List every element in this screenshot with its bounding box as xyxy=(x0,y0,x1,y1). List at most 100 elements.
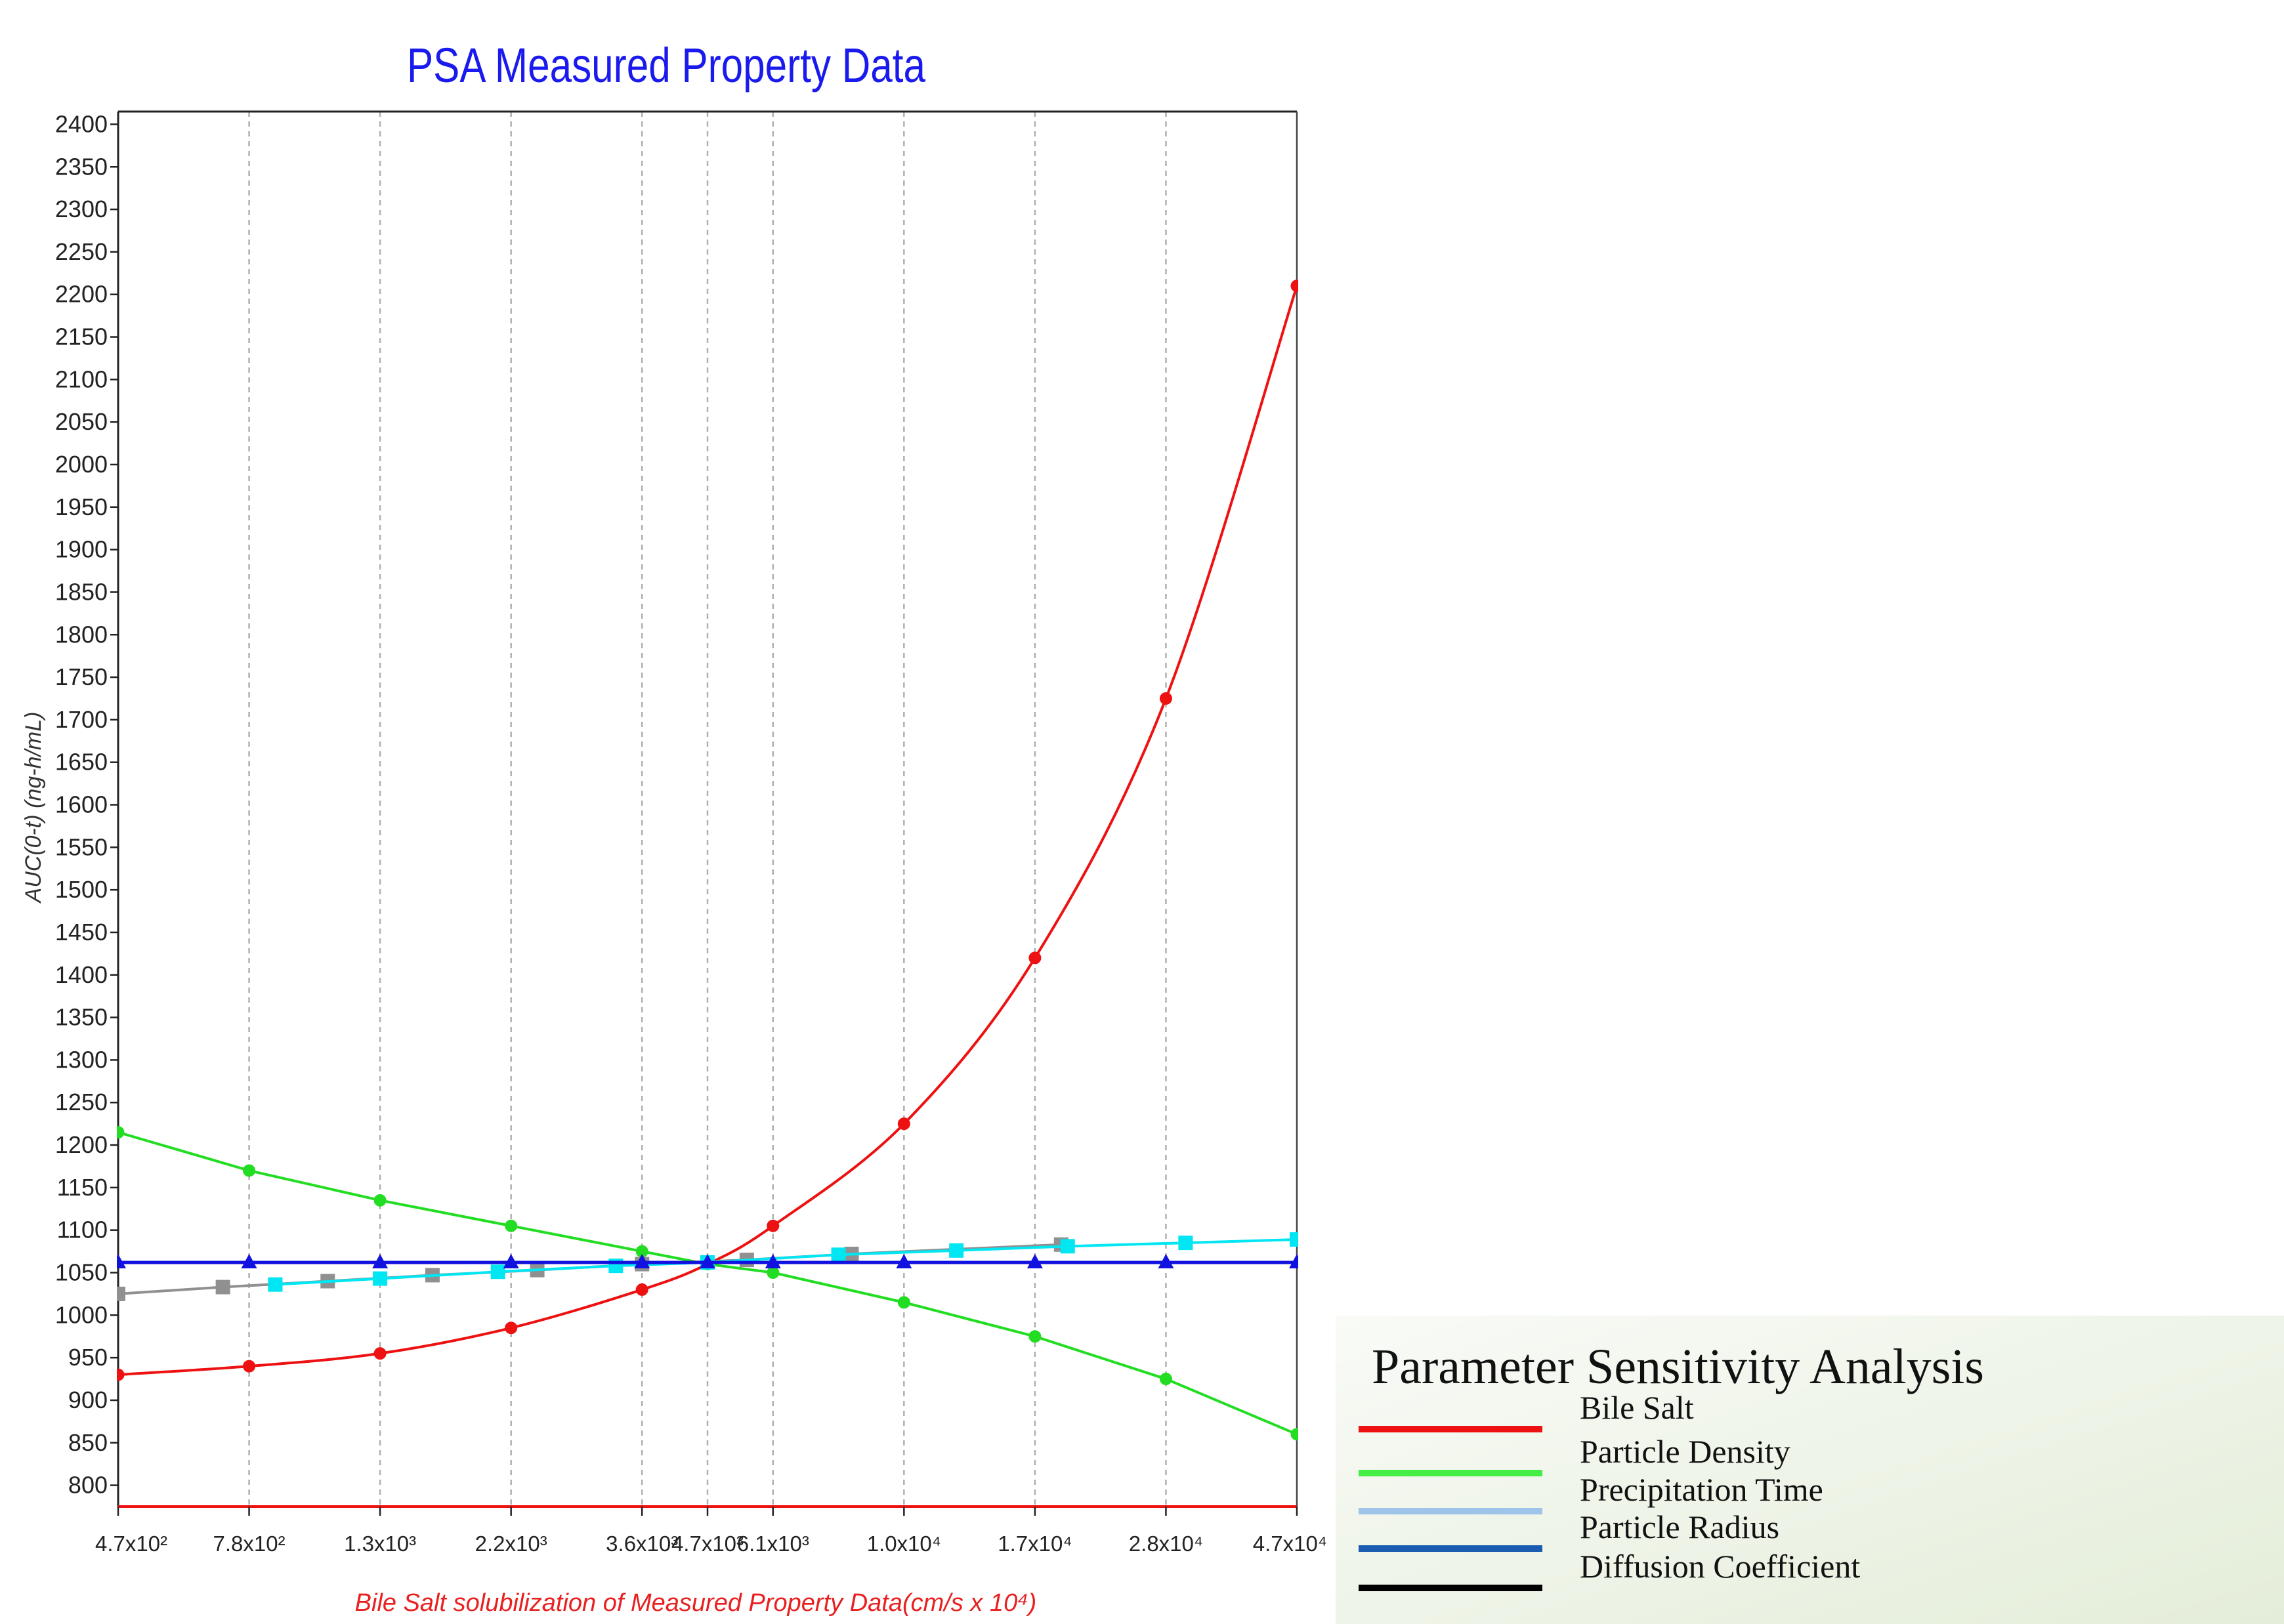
y-tick-label: 1700 xyxy=(55,706,108,733)
y-tick-label: 2400 xyxy=(55,110,108,137)
y-tick-label: 2150 xyxy=(55,323,108,350)
legend-label-bile-salt: Bile Salt xyxy=(1580,1389,1694,1426)
y-tick-label: 2350 xyxy=(55,153,108,180)
data-point-bile-salt xyxy=(635,1283,648,1296)
legend-label-diffusion-coefficient: Diffusion Coefficient xyxy=(1580,1548,1860,1585)
x-tick-label: 1.0x10⁴ xyxy=(867,1531,941,1556)
data-point-bile-salt xyxy=(117,1368,125,1381)
y-tick-label: 1000 xyxy=(55,1301,108,1328)
data-point-diffusion-coefficient xyxy=(949,1243,964,1258)
data-point-bile-salt xyxy=(767,1219,780,1232)
data-point-diffusion-coefficient xyxy=(1178,1236,1193,1251)
legend-panel: Parameter Sensitivity Analysis Bile Salt… xyxy=(1336,1316,2284,1624)
y-tick-label: 950 xyxy=(68,1344,108,1371)
data-point-diffusion-coefficient xyxy=(608,1259,624,1274)
y-tick-label: 1450 xyxy=(55,919,108,946)
x-axis-label: Bile Salt solubilization of Measured Pro… xyxy=(355,1589,1037,1617)
y-tick-label: 1050 xyxy=(55,1259,108,1286)
y-tick-label: 1600 xyxy=(55,791,108,818)
y-tick-label: 2200 xyxy=(55,281,108,308)
legend-label-particle-radius: Particle Radius xyxy=(1580,1509,1779,1545)
data-point-particle-radius xyxy=(1158,1253,1174,1268)
axes xyxy=(110,110,1298,1516)
series-line-bile-salt xyxy=(117,285,1298,1377)
legend-label-particle-density: Particle Density xyxy=(1580,1433,1790,1470)
y-tick-label: 1550 xyxy=(55,833,108,860)
y-tick-label: 1100 xyxy=(57,1217,108,1243)
data-point-bile-salt xyxy=(1159,692,1172,705)
chart-title: PSA Measured Property Data xyxy=(407,38,926,93)
y-tick-label: 1350 xyxy=(55,1004,108,1031)
x-tick-label: 3.6x10³ xyxy=(606,1531,678,1556)
y-tick-label: 2050 xyxy=(55,408,108,435)
y-tick-label: 800 xyxy=(68,1472,108,1499)
data-point-particle-density xyxy=(1159,1373,1172,1386)
legend-label-precipitation-time: Precipitation Time xyxy=(1580,1471,1823,1508)
data-point-particle-density xyxy=(373,1194,387,1207)
x-tick-label: 1.3x10³ xyxy=(344,1531,416,1556)
data-point-particle-radius xyxy=(503,1253,519,1268)
data-point-particle-density xyxy=(767,1266,780,1280)
data-point-particle-radius xyxy=(765,1253,781,1268)
data-point-particle-radius xyxy=(372,1253,389,1268)
data-point-particle-radius xyxy=(634,1253,650,1268)
data-point-precipitation-time xyxy=(215,1280,230,1295)
y-tick-label: 1800 xyxy=(55,621,108,648)
legend-title: Parameter Sensitivity Analysis xyxy=(1372,1339,1984,1394)
grid-lines xyxy=(248,112,1167,1507)
data-point-bile-salt xyxy=(1028,951,1042,965)
y-tick-labels: 800 850 900 950 1000 1050 1100 1150 1200 1250 1300… xyxy=(55,110,108,1498)
y-tick-label: 2250 xyxy=(55,238,108,265)
y-tick-label: 1650 xyxy=(55,749,108,776)
x-tick-label: 6.1x10³ xyxy=(737,1531,809,1556)
x-tick-label: 2.2x10³ xyxy=(475,1531,547,1556)
data-point-diffusion-coefficient xyxy=(1290,1232,1298,1247)
data-point-particle-radius xyxy=(1289,1253,1298,1268)
y-tick-label: 1950 xyxy=(55,493,108,520)
data-point-particle-radius xyxy=(241,1253,257,1268)
y-tick-label: 1900 xyxy=(55,536,108,563)
data-point-particle-radius xyxy=(117,1253,126,1268)
y-tick-label: 1500 xyxy=(55,876,108,903)
x-tick-label: 7.8x10² xyxy=(213,1531,286,1556)
y-tick-label: 2100 xyxy=(55,365,108,392)
y-axis-label: AUC(0-t) (ng-h/mL) xyxy=(21,712,46,904)
series-layer xyxy=(117,280,1298,1441)
x-tick-label: 4.7x10³ xyxy=(671,1531,744,1556)
y-tick-label: 1200 xyxy=(55,1131,108,1158)
data-point-particle-radius xyxy=(1026,1253,1043,1268)
data-point-diffusion-coefficient xyxy=(268,1277,283,1292)
y-tick-label: 850 xyxy=(68,1429,108,1456)
y-tick-label: 1400 xyxy=(55,961,108,988)
data-point-particle-density xyxy=(897,1296,910,1309)
data-point-bile-salt xyxy=(505,1322,518,1335)
y-tick-label: 1150 xyxy=(57,1174,108,1201)
data-point-precipitation-time xyxy=(117,1286,125,1301)
data-point-particle-density xyxy=(243,1164,256,1177)
data-point-bile-salt xyxy=(243,1360,256,1373)
y-tick-label: 2000 xyxy=(55,451,108,478)
y-tick-label: 1300 xyxy=(55,1046,108,1073)
x-tick-label: 4.7x10² xyxy=(95,1531,167,1556)
x-tick-label: 4.7x10⁴ xyxy=(1253,1531,1327,1556)
data-point-bile-salt xyxy=(373,1347,387,1360)
data-point-particle-radius xyxy=(896,1253,912,1268)
y-tick-label: 1250 xyxy=(55,1089,108,1115)
y-tick-label: 1750 xyxy=(55,663,108,690)
y-tick-label: 2300 xyxy=(55,196,108,222)
x-tick-label: 2.8x10⁴ xyxy=(1129,1531,1203,1556)
data-point-diffusion-coefficient xyxy=(1060,1239,1075,1254)
data-point-diffusion-coefficient xyxy=(831,1247,846,1262)
data-point-particle-density xyxy=(1290,1428,1298,1441)
x-tick-labels: 4.7x10² 7.8x10² 1.3x10³ 2.2x10³ 3.6x10³4.7x1… xyxy=(95,1531,1327,1556)
data-point-bile-salt xyxy=(897,1117,910,1131)
data-point-particle-density xyxy=(1028,1330,1042,1343)
data-point-particle-density xyxy=(505,1219,518,1232)
data-point-diffusion-coefficient xyxy=(490,1264,505,1280)
x-tick-label: 1.7x10⁴ xyxy=(998,1531,1072,1556)
data-point-particle-density xyxy=(117,1126,125,1139)
y-tick-label: 900 xyxy=(68,1386,108,1413)
y-tick-label: 1850 xyxy=(55,578,108,605)
